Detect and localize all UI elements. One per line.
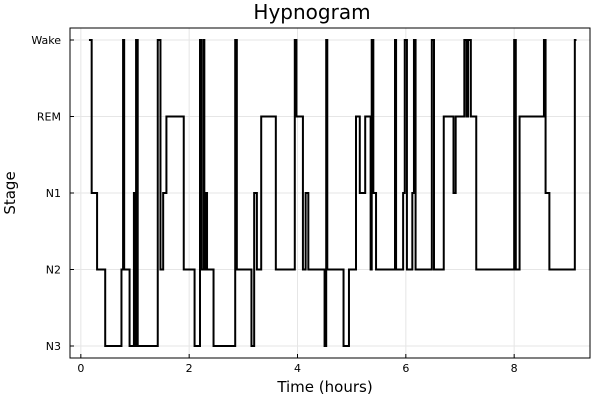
- x-axis-label: Time (hours): [276, 378, 372, 396]
- series-line-hypnogram: [88, 39, 577, 347]
- y-tick-label: N1: [46, 187, 61, 200]
- y-axis-label: Stage: [1, 171, 19, 214]
- grid-lines: [70, 28, 590, 358]
- y-axis-ticks: N3 N2 N1 REM Wake: [31, 34, 74, 353]
- y-tick-label: REM: [37, 111, 61, 124]
- x-tick-label: 4: [294, 362, 301, 375]
- x-axis-ticks: 0 2 4 6 8: [77, 354, 518, 375]
- x-tick-label: 6: [402, 362, 409, 375]
- x-tick-label: 2: [186, 362, 193, 375]
- chart-title: Hypnogram: [253, 0, 370, 24]
- x-tick-label: 0: [77, 362, 84, 375]
- y-tick-label: N3: [46, 340, 61, 353]
- y-tick-label: Wake: [31, 34, 61, 47]
- y-tick-label: N2: [46, 264, 61, 277]
- x-tick-label: 8: [511, 362, 518, 375]
